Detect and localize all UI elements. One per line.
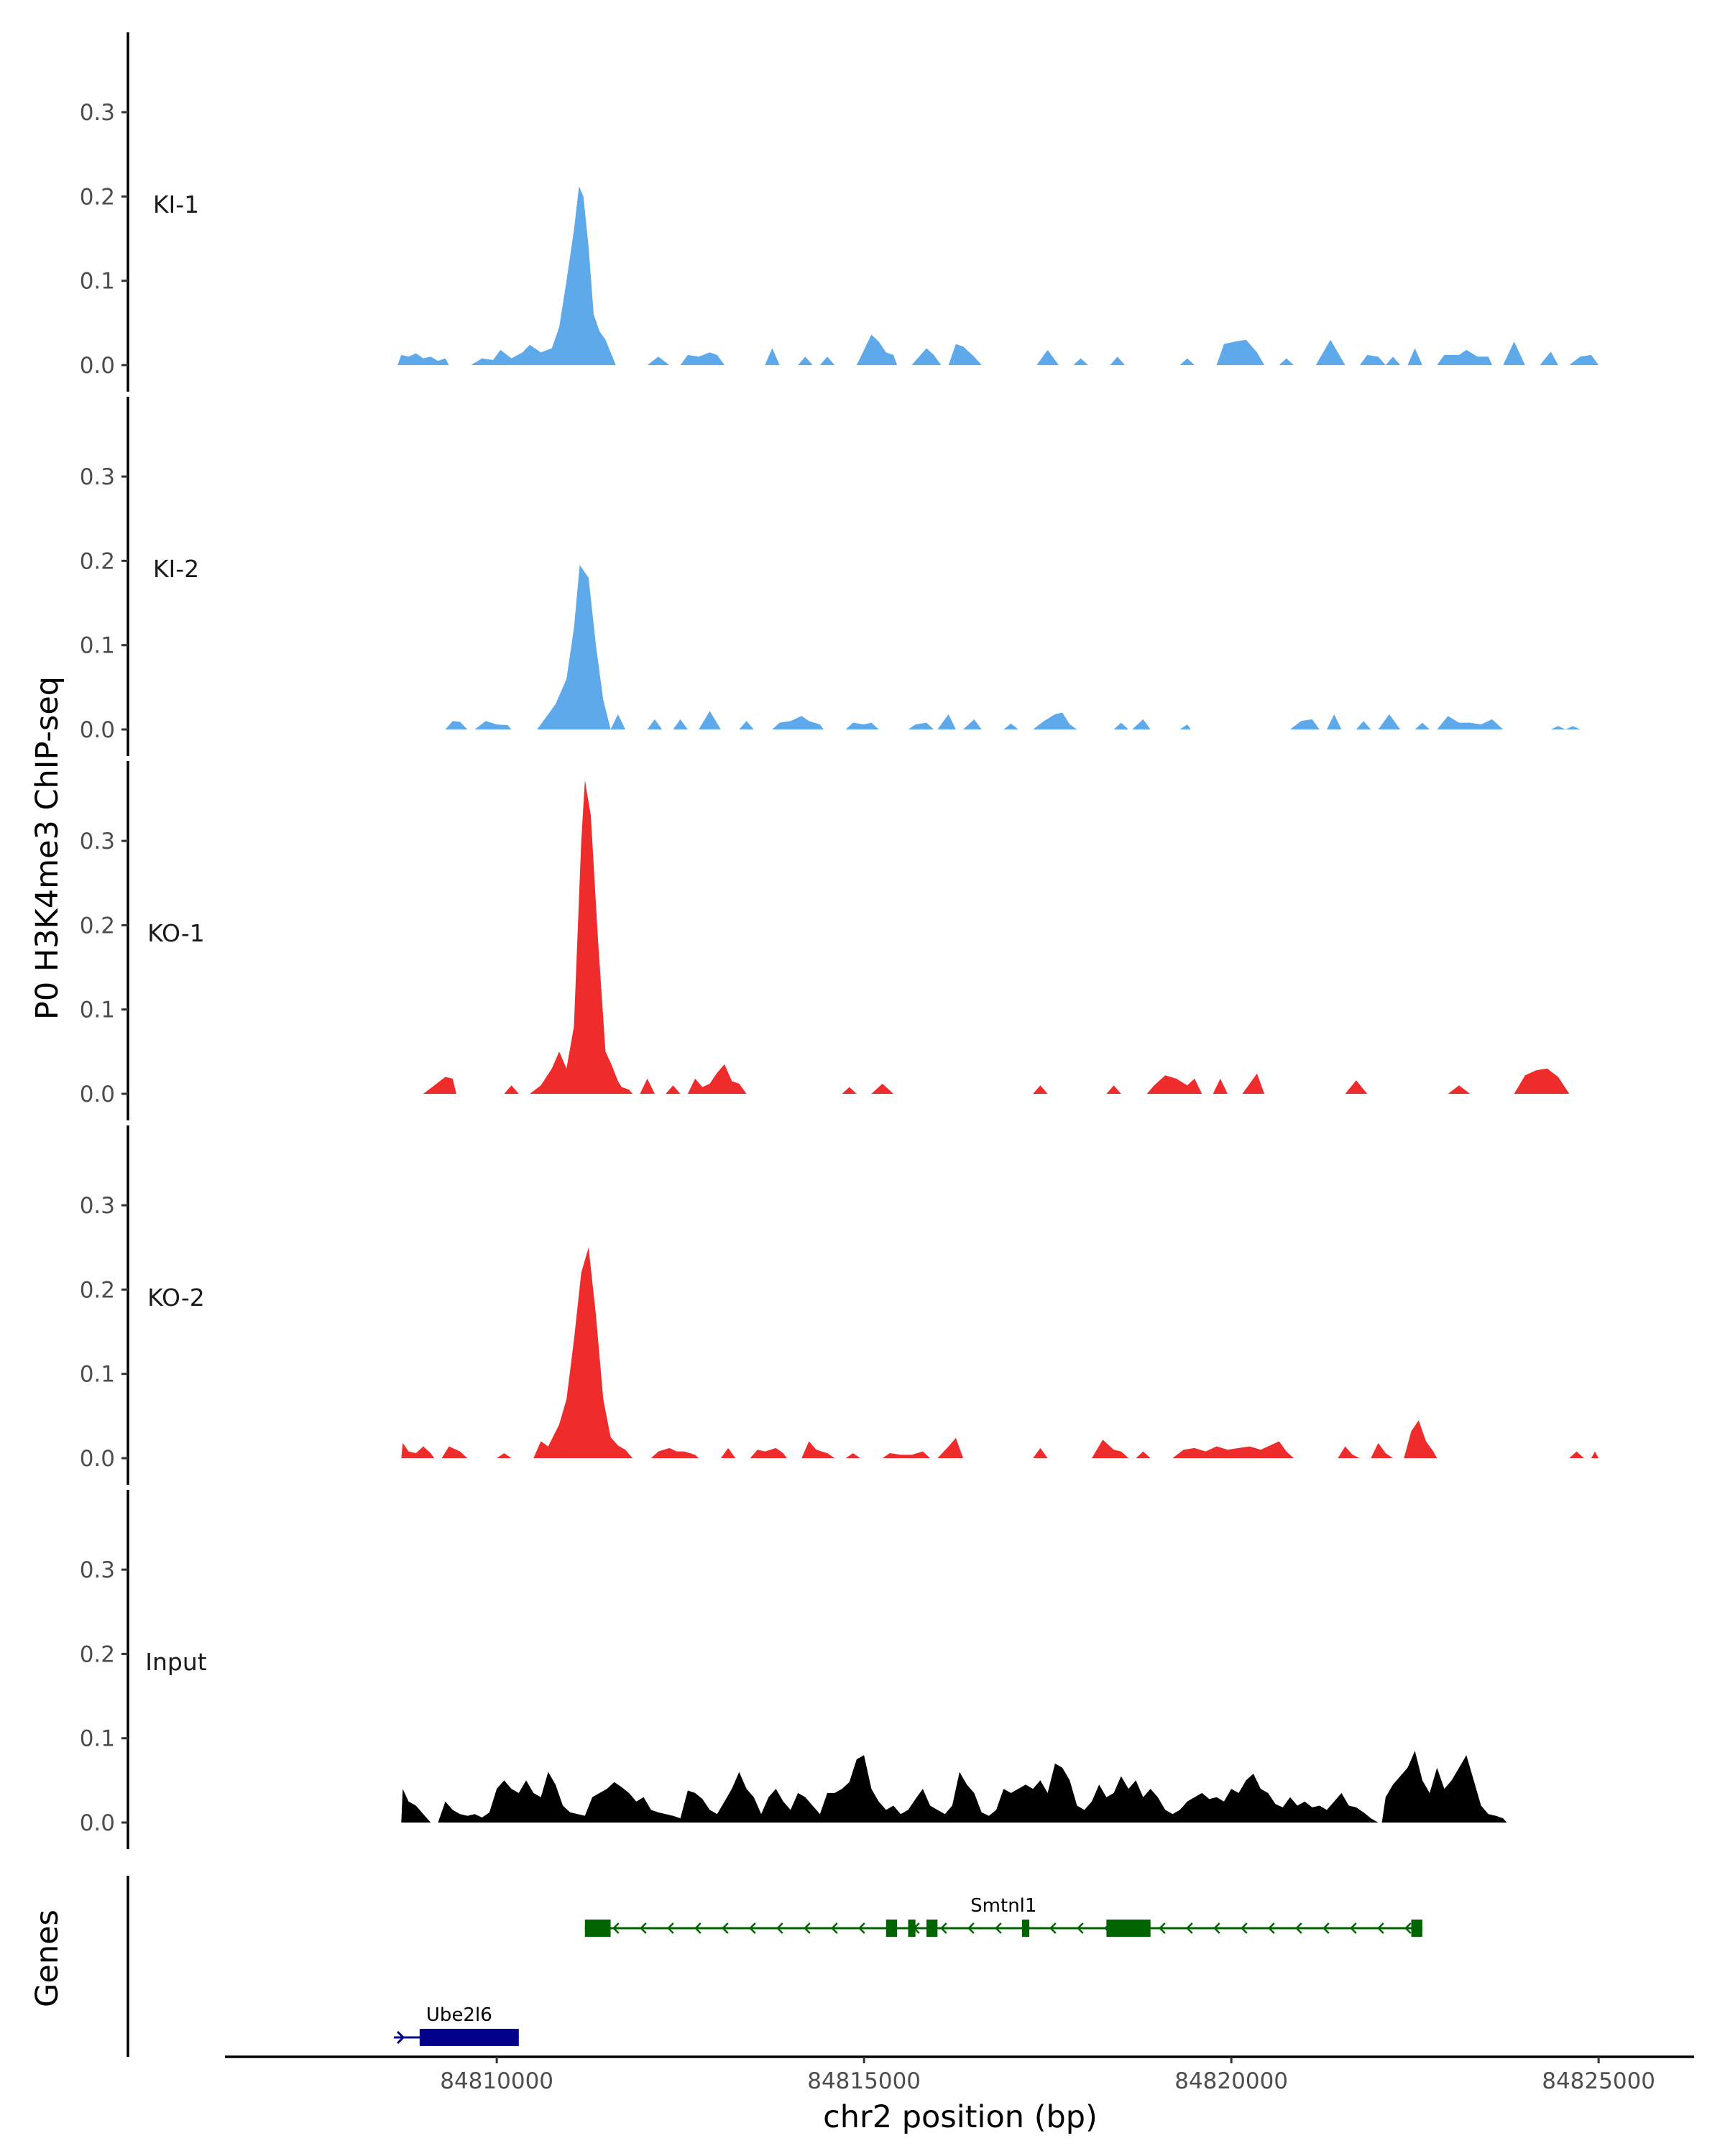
y-tick-label: 0.2 xyxy=(80,184,115,210)
y-tick-label: 0.2 xyxy=(80,913,115,939)
gene-ube2l6: Ube2l6 xyxy=(394,2004,519,2046)
signal-area xyxy=(401,1751,1507,1823)
x-tick-label: 84820000 xyxy=(1174,2068,1288,2094)
strand-arrow xyxy=(1377,1922,1384,1934)
y-tick-label: 0.0 xyxy=(80,717,115,743)
strand-arrow xyxy=(1268,1922,1275,1934)
tracks-layer: 0.00.10.20.3KI-10.00.10.20.3KI-20.00.10.… xyxy=(80,32,1599,1849)
strand-arrow xyxy=(1186,1922,1193,1934)
strand-arrow xyxy=(776,1922,783,1934)
strand-arrow xyxy=(640,1922,647,1934)
strand-arrow xyxy=(831,1922,838,1934)
x-tick-label: 84810000 xyxy=(440,2068,553,2094)
strand-arrow xyxy=(396,2030,405,2045)
y-tick-label: 0.1 xyxy=(80,1362,115,1388)
strand-arrow xyxy=(1213,1922,1220,1934)
gene-exon xyxy=(1021,1920,1030,1937)
track-label: KO-2 xyxy=(147,1284,205,1312)
y-tick-label: 0.3 xyxy=(80,1557,115,1583)
strand-arrow xyxy=(858,1922,865,1934)
strand-arrow xyxy=(1077,1922,1084,1934)
gene-exon xyxy=(1411,1920,1422,1937)
gene-exon xyxy=(584,1920,611,1937)
track-label: KI-2 xyxy=(153,555,199,583)
strand-arrow xyxy=(694,1922,702,1934)
strand-arrow xyxy=(804,1922,811,1934)
gene-smtnl1: Smtnl1 xyxy=(584,1895,1422,1937)
y-axis-title: P0 H3K4me3 ChIP-seq xyxy=(29,676,65,1020)
y-tick-label: 0.3 xyxy=(80,464,115,490)
y-tick-label: 0.1 xyxy=(80,1726,115,1752)
strand-arrow xyxy=(1241,1922,1248,1934)
strand-arrow xyxy=(667,1922,674,1934)
strand-arrow xyxy=(612,1922,620,1934)
y-tick-label: 0.2 xyxy=(80,1277,115,1303)
genes-axis-title: Genes xyxy=(29,1909,65,2007)
x-axis-title: chr2 position (bp) xyxy=(823,2099,1098,2135)
signal-area xyxy=(445,565,1581,729)
x-tick-label: 84815000 xyxy=(807,2068,921,2094)
genes-layer: Smtnl1 Ube2l6 xyxy=(126,1876,1422,2057)
y-tick-label: 0.0 xyxy=(80,1810,115,1836)
y-tick-label: 0.3 xyxy=(80,829,115,854)
y-tick-label: 0.1 xyxy=(80,998,115,1023)
gene-label: Smtnl1 xyxy=(970,1895,1036,1917)
x-axis: 84810000 84815000 84820000 84825000 xyxy=(225,2055,1694,2094)
track-ki-1: 0.0 0.1 0.2 0.3 KI-1 xyxy=(80,32,1599,392)
gene-exon xyxy=(926,1920,938,1937)
track-label: KI-1 xyxy=(153,190,199,218)
gene-exon xyxy=(419,2029,519,2046)
track-ki-2: 0.0 0.1 0.2 0.3 KI-2 xyxy=(80,397,1581,756)
track-ko-1: 0.0 0.1 0.2 0.3 KO-1 xyxy=(80,761,1570,1120)
y-tick-label: 0.0 xyxy=(80,353,115,379)
strand-arrow xyxy=(1350,1922,1357,1934)
track-label: KO-1 xyxy=(147,919,205,947)
strand-arrow xyxy=(995,1922,1002,1934)
track-ko-2: 0.0 0.1 0.2 0.3 KO-2 xyxy=(80,1125,1599,1485)
strand-arrow xyxy=(1049,1922,1057,1934)
track-label: Input xyxy=(145,1648,207,1676)
y-tick-label: 0.0 xyxy=(80,1446,115,1472)
y-tick-label: 0.1 xyxy=(80,633,115,659)
strand-arrow xyxy=(1159,1922,1166,1934)
gene-exon xyxy=(908,1920,916,1937)
strand-arrow xyxy=(749,1922,756,1934)
strand-arrow xyxy=(1404,1922,1412,1934)
strand-arrow xyxy=(940,1922,947,1934)
y-tick-label: 0.3 xyxy=(80,1193,115,1219)
strand-arrow xyxy=(1322,1922,1330,1934)
strand-arrow xyxy=(967,1922,975,1934)
y-tick-label: 0.3 xyxy=(80,100,115,126)
track-input: 0.0 0.1 0.2 0.3 Input xyxy=(80,1490,1507,1849)
gene-exon xyxy=(886,1920,898,1937)
y-tick-label: 0.2 xyxy=(80,548,115,574)
strand-arrow xyxy=(1295,1922,1302,1934)
y-tick-label: 0.1 xyxy=(80,269,115,295)
gene-exon xyxy=(1106,1920,1151,1937)
x-tick-label: 84825000 xyxy=(1542,2068,1655,2094)
gene-label: Ube2l6 xyxy=(426,2004,492,2026)
y-tick-label: 0.0 xyxy=(80,1082,115,1107)
strand-arrow xyxy=(722,1922,729,1934)
y-tick-label: 0.2 xyxy=(80,1641,115,1667)
